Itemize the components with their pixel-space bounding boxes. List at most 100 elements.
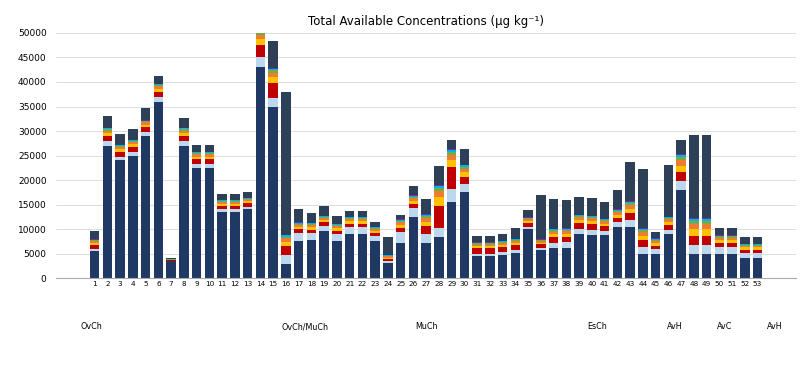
Bar: [268, 77, 278, 83]
Bar: [612, 215, 622, 218]
Bar: [638, 236, 646, 240]
Bar: [662, 222, 672, 225]
Bar: [116, 145, 124, 146]
Bar: [714, 236, 724, 238]
Bar: [103, 141, 112, 146]
Bar: [573, 220, 583, 223]
Bar: [255, 39, 265, 45]
Bar: [662, 217, 672, 218]
Bar: [344, 211, 354, 217]
Bar: [166, 260, 176, 261]
Bar: [459, 165, 469, 167]
Bar: [344, 221, 354, 224]
Bar: [625, 201, 634, 202]
Bar: [179, 141, 189, 146]
Bar: [701, 245, 711, 254]
Bar: [319, 220, 328, 222]
Bar: [573, 198, 583, 214]
Bar: [471, 236, 481, 242]
Bar: [319, 231, 328, 278]
Bar: [332, 234, 341, 241]
Bar: [586, 224, 596, 229]
Bar: [599, 221, 609, 224]
Bar: [446, 167, 456, 189]
Bar: [536, 250, 545, 278]
Bar: [714, 243, 724, 247]
Bar: [357, 221, 367, 224]
Bar: [688, 221, 698, 224]
Bar: [727, 254, 736, 278]
Bar: [638, 229, 646, 230]
Bar: [103, 116, 112, 128]
Bar: [357, 234, 367, 278]
Bar: [459, 169, 469, 172]
Bar: [675, 154, 685, 155]
Bar: [281, 255, 291, 264]
Bar: [192, 154, 202, 157]
Bar: [294, 223, 303, 224]
Bar: [497, 243, 507, 245]
Bar: [395, 216, 405, 219]
Bar: [446, 189, 456, 202]
Bar: [255, 35, 265, 39]
Bar: [675, 157, 685, 160]
Bar: [179, 129, 189, 131]
Bar: [650, 238, 659, 239]
Bar: [523, 221, 532, 223]
Bar: [573, 216, 583, 217]
Bar: [90, 243, 100, 245]
Bar: [752, 237, 761, 243]
Bar: [395, 221, 405, 222]
Bar: [675, 155, 685, 157]
Bar: [560, 231, 570, 234]
Bar: [255, 67, 265, 278]
Bar: [370, 221, 380, 227]
Bar: [344, 227, 354, 234]
Bar: [510, 241, 520, 243]
Bar: [662, 220, 672, 222]
Bar: [230, 212, 239, 278]
Bar: [446, 152, 456, 155]
Bar: [625, 220, 634, 227]
Bar: [294, 232, 303, 242]
Bar: [370, 228, 380, 229]
Bar: [484, 243, 494, 244]
Bar: [116, 134, 124, 145]
Bar: [523, 218, 532, 219]
Bar: [714, 240, 724, 243]
Bar: [395, 232, 405, 243]
Bar: [471, 244, 481, 246]
Bar: [727, 228, 736, 235]
Bar: [90, 239, 100, 240]
Bar: [408, 203, 418, 208]
Title: Total Available Concentrations (μg kg⁻¹): Total Available Concentrations (μg kg⁻¹): [308, 15, 544, 27]
Bar: [255, 45, 265, 57]
Bar: [192, 159, 202, 164]
Bar: [510, 243, 520, 245]
Bar: [306, 233, 316, 240]
Bar: [650, 239, 659, 241]
Bar: [319, 216, 328, 217]
Bar: [344, 224, 354, 227]
Bar: [497, 255, 507, 278]
Bar: [573, 217, 583, 220]
Bar: [612, 218, 622, 222]
Bar: [294, 242, 303, 278]
Bar: [217, 209, 226, 212]
Bar: [586, 235, 596, 278]
Bar: [116, 147, 124, 149]
Bar: [128, 147, 137, 152]
Bar: [319, 218, 328, 220]
Bar: [90, 251, 100, 278]
Bar: [294, 222, 303, 223]
Bar: [370, 231, 380, 233]
Bar: [128, 141, 137, 142]
Bar: [268, 71, 278, 73]
Bar: [650, 232, 659, 238]
Bar: [688, 254, 698, 278]
Bar: [90, 249, 100, 251]
Bar: [332, 228, 341, 231]
Bar: [306, 227, 316, 229]
Bar: [752, 247, 761, 250]
Bar: [116, 160, 124, 278]
